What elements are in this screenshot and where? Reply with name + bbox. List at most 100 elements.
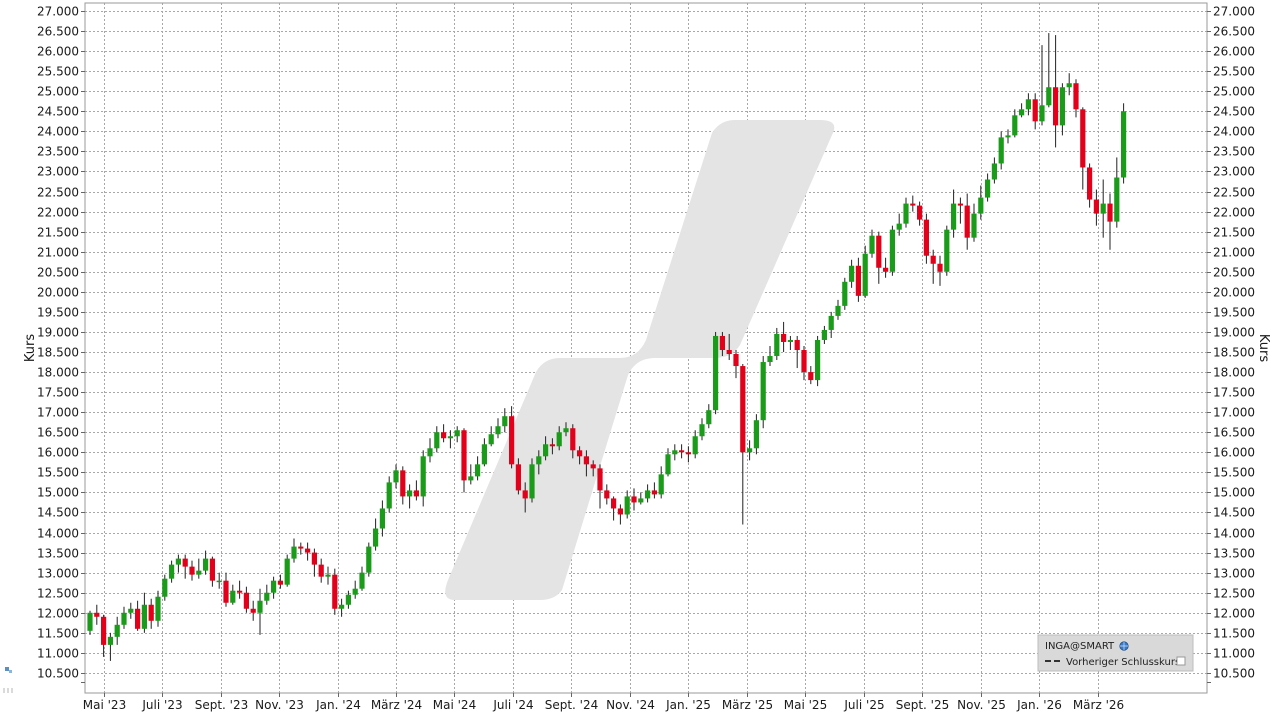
y-tick-label: 25.000 (1213, 85, 1255, 99)
y-tick-label: 12.500 (37, 587, 79, 601)
candle (930, 249, 936, 284)
candle (407, 484, 413, 509)
candle (835, 299, 841, 320)
candle (1019, 103, 1025, 118)
y-tick-label: 16.500 (37, 426, 79, 440)
candle (373, 518, 379, 551)
x-tick-label: Jan. '24 (315, 698, 361, 712)
candle-body (243, 592, 249, 609)
candle (250, 600, 256, 621)
x-tick-label: Sept. '25 (896, 698, 950, 712)
candle (821, 325, 827, 344)
candle (1114, 157, 1120, 228)
candle (896, 213, 902, 236)
candle-body (1093, 199, 1099, 214)
candle-body (339, 604, 345, 609)
y-tick-label: 25.500 (1213, 65, 1255, 79)
globe-icon[interactable] (1119, 641, 1129, 651)
legend-checkbox[interactable] (1176, 656, 1186, 666)
candle-body (747, 448, 753, 453)
candle-body (1087, 167, 1093, 200)
candle (509, 406, 515, 469)
y-axis-title-right: Kurs (1256, 334, 1271, 362)
candle-body (447, 436, 453, 439)
candle-body (264, 592, 270, 601)
candle-body (189, 566, 195, 575)
x-tick-label: Juli '24 (492, 698, 533, 712)
y-tick-label: 24.500 (37, 105, 79, 119)
candle (781, 321, 787, 353)
candle-body (740, 366, 746, 453)
candle-body (94, 612, 100, 617)
candle (733, 350, 739, 379)
toolbar-grip-icon[interactable] (3, 667, 13, 693)
candle (617, 504, 623, 525)
x-tick-label: Sept. '23 (195, 698, 249, 712)
candle-body (121, 612, 127, 625)
candle (447, 430, 453, 449)
candle-body (937, 263, 943, 272)
candle-body (345, 594, 351, 605)
candle (842, 277, 848, 310)
candle-body (454, 430, 460, 437)
candle (978, 185, 984, 220)
candle (543, 436, 549, 461)
candle-body (1107, 203, 1113, 222)
candle-body (318, 564, 324, 577)
candle-body (141, 604, 147, 629)
candle-body (685, 452, 691, 455)
candle (325, 566, 331, 585)
candle-body (386, 482, 392, 509)
candle-body (325, 574, 331, 577)
candle-body (352, 588, 358, 595)
candle (1025, 93, 1031, 116)
y-tick-label: 20.000 (1213, 286, 1255, 300)
legend-box (1037, 634, 1194, 672)
candle (298, 542, 304, 555)
candle (679, 444, 685, 459)
candle-body (617, 508, 623, 515)
y-tick-label: 17.500 (37, 386, 79, 400)
candle-body (230, 590, 236, 603)
y-tick-label: 11.000 (37, 647, 79, 661)
y-tick-label: 19.000 (1213, 326, 1255, 340)
candle-body (488, 434, 494, 445)
candle-body (509, 416, 515, 465)
candle (441, 424, 447, 443)
y-tick-label: 24.000 (1213, 125, 1255, 139)
candle (1039, 45, 1045, 126)
y-tick-label: 18.000 (37, 366, 79, 380)
candle (910, 195, 916, 212)
y-tick-label: 21.000 (37, 246, 79, 260)
candle-body (107, 636, 113, 645)
candle (590, 460, 596, 477)
candle (216, 572, 222, 589)
candle-body (237, 590, 243, 593)
y-tick-label: 20.500 (1213, 266, 1255, 280)
x-tick-label: März '25 (722, 698, 773, 712)
candle-body (203, 558, 209, 571)
candle-body (101, 616, 107, 645)
candle-body (869, 235, 875, 254)
candle (1046, 33, 1052, 108)
candle-body (964, 205, 970, 238)
candle-body (87, 612, 93, 631)
candle (1005, 129, 1011, 144)
y-tick-label: 11.500 (37, 627, 79, 641)
candle (624, 490, 630, 519)
candle (536, 450, 542, 475)
y-tick-label: 26.500 (1213, 25, 1255, 39)
watermark-shape (445, 120, 835, 600)
y-tick-label: 13.000 (1213, 567, 1255, 581)
candle-body (536, 456, 542, 465)
candle-body (311, 552, 317, 565)
candle (311, 548, 317, 577)
candle (985, 173, 991, 202)
candle (230, 584, 236, 605)
candle-body (407, 490, 413, 497)
candle-body (896, 223, 902, 230)
y-tick-label: 15.500 (37, 466, 79, 480)
candle (352, 580, 358, 599)
legend: INGA@SMART Vorheriger Schlusskurs (1037, 634, 1194, 672)
candle (685, 446, 691, 463)
